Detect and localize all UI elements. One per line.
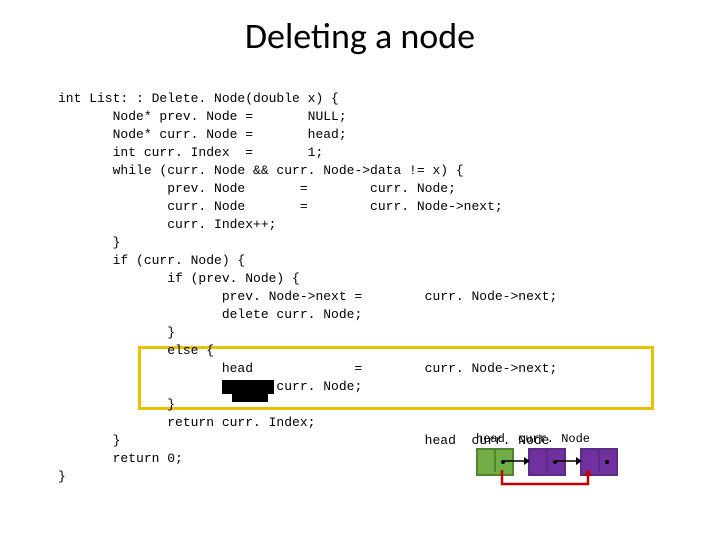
code-line: int curr. Index = 1; <box>58 145 323 160</box>
diagram-node-divider <box>598 448 600 472</box>
diagram-node-divider <box>546 448 548 472</box>
diagram-arrow-skip <box>496 470 596 496</box>
diagram-arrow-next <box>556 456 582 466</box>
code-line: prev. Node->next = curr. Node->next; <box>58 289 557 304</box>
code-line: if (curr. Node) { <box>58 253 245 268</box>
code-line: int List: : Delete. Node(double x) { <box>58 91 339 106</box>
linked-list-diagram: head curr. Node <box>476 432 686 496</box>
code-line: if (prev. Node) { <box>58 271 300 286</box>
code-line: curr. Index++; <box>58 217 276 232</box>
diagram-label-curr: curr. Node <box>518 432 590 446</box>
code-line: prev. Node = curr. Node; <box>58 181 456 196</box>
diagram-dot <box>605 460 609 464</box>
slide-title: Deleting a node <box>0 14 720 58</box>
code-line: curr. Node; <box>58 379 362 394</box>
code-line: } <box>58 469 66 484</box>
code-line: delete curr. Node; <box>58 307 362 322</box>
code-line: while (curr. Node && curr. Node->data !=… <box>58 163 464 178</box>
code-block: int List: : Delete. Node(double x) { Nod… <box>58 90 557 486</box>
diagram-node-divider <box>494 448 496 472</box>
code-line: } <box>58 397 175 412</box>
code-line: Node* prev. Node = NULL; <box>58 109 347 124</box>
diagram-label-head: head <box>476 432 505 446</box>
code-line: } <box>58 235 120 250</box>
code-line: Node* curr. Node = head; <box>58 127 347 142</box>
code-line: head = curr. Node->next; <box>58 361 557 376</box>
diagram-arrow-next <box>504 456 530 466</box>
code-line: } <box>58 325 175 340</box>
code-line: else { <box>58 343 214 358</box>
code-line: return 0; <box>58 451 183 466</box>
code-line: curr. Node = curr. Node->next; <box>58 199 503 214</box>
code-line: return curr. Index; <box>58 415 315 430</box>
redaction-mark <box>232 392 268 402</box>
